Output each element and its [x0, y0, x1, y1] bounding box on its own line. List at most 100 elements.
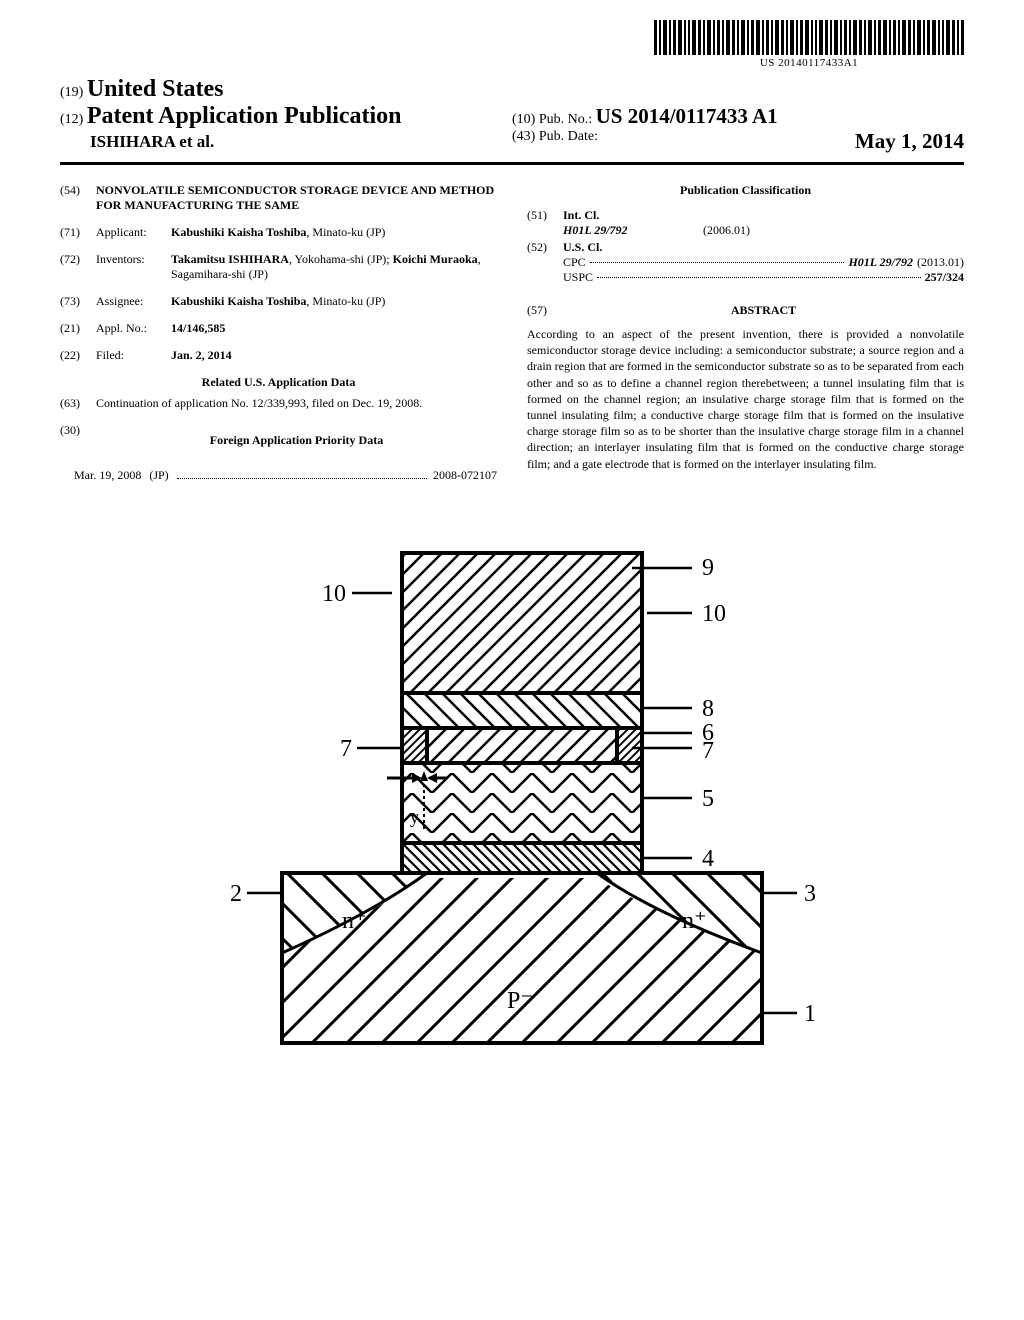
assignee-content: Kabushiki Kaisha Toshiba, Minato-ku (JP)	[171, 294, 497, 309]
pub-date-line: (43) Pub. Date: May 1, 2014	[512, 129, 964, 145]
applicant-field: (71) Applicant: Kabushiki Kaisha Toshiba…	[60, 225, 497, 240]
applno-code: (21)	[60, 321, 96, 336]
filed-value: Jan. 2, 2014	[171, 348, 497, 363]
fig-label-2: 2	[230, 881, 242, 907]
pub-no-code: (10)	[512, 112, 535, 127]
inventor1-loc: , Yokohama-shi (JP);	[289, 252, 393, 266]
filed-code: (22)	[60, 348, 96, 363]
continuation-code: (63)	[60, 396, 96, 411]
title-field: (54) NONVOLATILE SEMICONDUCTOR STORAGE D…	[60, 183, 497, 213]
uscl-code: (52)	[527, 240, 563, 285]
intcl-class: H01L 29/792	[563, 223, 703, 238]
fig-label-5: 5	[702, 786, 714, 812]
barcode-number: US 20140117433A1	[654, 57, 964, 69]
title-text: NONVOLATILE SEMICONDUCTOR STORAGE DEVICE…	[96, 183, 497, 213]
pub-date-label: Pub. Date:	[539, 129, 598, 144]
fig-label-9: 9	[702, 555, 714, 581]
abstract-text: According to an aspect of the present in…	[527, 326, 964, 472]
pub-no-value: US 2014/0117433 A1	[596, 104, 778, 128]
uspc-row: USPC 257/324	[563, 270, 964, 285]
abstract-header: (57) ABSTRACT	[527, 303, 964, 326]
assignee-loc: , Minato-ku (JP)	[306, 294, 385, 308]
fig-label-10b: 10	[702, 601, 726, 627]
classification-heading: Publication Classification	[527, 183, 964, 198]
applicant-label: Applicant:	[96, 225, 171, 240]
uspc-class: 257/324	[925, 270, 964, 285]
uscl-content: U.S. Cl. CPC H01L 29/792 (2013.01) USPC …	[563, 240, 964, 285]
applicant-loc: , Minato-ku (JP)	[306, 225, 385, 239]
inventor1-name: Takamitsu ISHIHARA	[171, 252, 289, 266]
fig-label-7b: 7	[702, 738, 714, 764]
barcode: US 20140117433A1	[654, 20, 964, 69]
fig-label-4: 4	[702, 846, 714, 872]
patent-page: US 20140117433A1 (19) United States (12)…	[60, 20, 964, 1300]
priority-number: 2008-072107	[433, 468, 497, 483]
inventors-content: Takamitsu ISHIHARA, Yokohama-shi (JP); K…	[171, 252, 497, 282]
applno-field: (21) Appl. No.: 14/146,585	[60, 321, 497, 336]
fig-label-10a: 10	[322, 581, 346, 607]
barcode-area: US 20140117433A1	[60, 20, 964, 71]
pub-type-line: (12) Patent Application Publication	[60, 103, 512, 130]
barcode-svg	[654, 20, 964, 55]
cpc-dots	[590, 262, 845, 263]
uspc-label: USPC	[563, 270, 593, 285]
fig-label-1: 1	[804, 1001, 816, 1027]
applno-label: Appl. No.:	[96, 321, 171, 336]
applicant-name: Kabushiki Kaisha Toshiba	[171, 225, 306, 239]
uscl-field: (52) U.S. Cl. CPC H01L 29/792 (2013.01) …	[527, 240, 964, 285]
priority-date: Mar. 19, 2008	[74, 468, 141, 483]
header-right: (10) Pub. No.: US 2014/0117433 A1 (43) P…	[512, 76, 964, 154]
intcl-code: (51)	[527, 208, 563, 238]
header-section: (19) United States (12) Patent Applicati…	[60, 76, 964, 154]
pub-date-code: (43)	[512, 129, 535, 144]
abstract-heading: ABSTRACT	[563, 303, 964, 318]
fig-label-pminus: P⁻	[507, 988, 533, 1014]
priority-country: (JP)	[149, 468, 168, 483]
continuation-field: (63) Continuation of application No. 12/…	[60, 396, 497, 411]
cpc-row: CPC H01L 29/792 (2013.01)	[563, 255, 964, 270]
abstract-code: (57)	[527, 303, 563, 326]
fig-label-8: 8	[702, 696, 714, 722]
intcl-field: (51) Int. Cl. H01L 29/792 (2006.01)	[527, 208, 964, 238]
filed-field: (22) Filed: Jan. 2, 2014	[60, 348, 497, 363]
cpc-class: H01L 29/792	[848, 255, 913, 270]
header-left: (19) United States (12) Patent Applicati…	[60, 76, 512, 154]
priority-dots	[177, 464, 427, 479]
authors-line: ISHIHARA et al.	[60, 132, 512, 152]
fig-label-nplus-right: n⁺	[682, 908, 707, 934]
continuation-text: Continuation of application No. 12/339,9…	[96, 396, 497, 411]
foreign-code: (30)	[60, 423, 96, 456]
assignee-label: Assignee:	[96, 294, 171, 309]
fig-label-nplus-left: n⁺	[342, 908, 367, 934]
title-code: (54)	[60, 183, 96, 213]
filed-label: Filed:	[96, 348, 171, 363]
pub-no-label: Pub. No.:	[539, 112, 592, 127]
foreign-heading: Foreign Application Priority Data	[96, 433, 497, 448]
header-divider	[60, 162, 964, 165]
country-line: (19) United States	[60, 76, 512, 103]
patent-figure: 9 10 10 8 6 7 7 5 4 3 2 1 n⁺ n⁺ P⁻ y	[192, 533, 832, 1073]
uscl-label: U.S. Cl.	[563, 240, 964, 255]
figure-area: 9 10 10 8 6 7 7 5 4 3 2 1 n⁺ n⁺ P⁻ y	[60, 533, 964, 1078]
applicant-content: Kabushiki Kaisha Toshiba, Minato-ku (JP)	[171, 225, 497, 240]
cpc-label: CPC	[563, 255, 586, 270]
related-heading: Related U.S. Application Data	[60, 375, 497, 390]
intcl-year: (2006.01)	[703, 223, 750, 238]
right-column: Publication Classification (51) Int. Cl.…	[527, 183, 964, 483]
main-content: (54) NONVOLATILE SEMICONDUCTOR STORAGE D…	[60, 183, 964, 483]
fig-label-3: 3	[804, 881, 816, 907]
inventors-code: (72)	[60, 252, 96, 282]
inventor2-name: Koichi Muraoka	[393, 252, 478, 266]
country-code: (19)	[60, 85, 83, 100]
country-name: United States	[87, 76, 224, 102]
inventors-field: (72) Inventors: Takamitsu ISHIHARA, Yoko…	[60, 252, 497, 282]
cpc-year: (2013.01)	[917, 255, 964, 270]
inventors-label: Inventors:	[96, 252, 171, 282]
applno-value: 14/146,585	[171, 321, 497, 336]
assignee-name: Kabushiki Kaisha Toshiba	[171, 294, 306, 308]
foreign-field: (30) Foreign Application Priority Data	[60, 423, 497, 456]
assignee-field: (73) Assignee: Kabushiki Kaisha Toshiba,…	[60, 294, 497, 309]
intcl-label: Int. Cl.	[563, 208, 964, 223]
pub-date-value: May 1, 2014	[855, 129, 964, 154]
assignee-code: (73)	[60, 294, 96, 309]
